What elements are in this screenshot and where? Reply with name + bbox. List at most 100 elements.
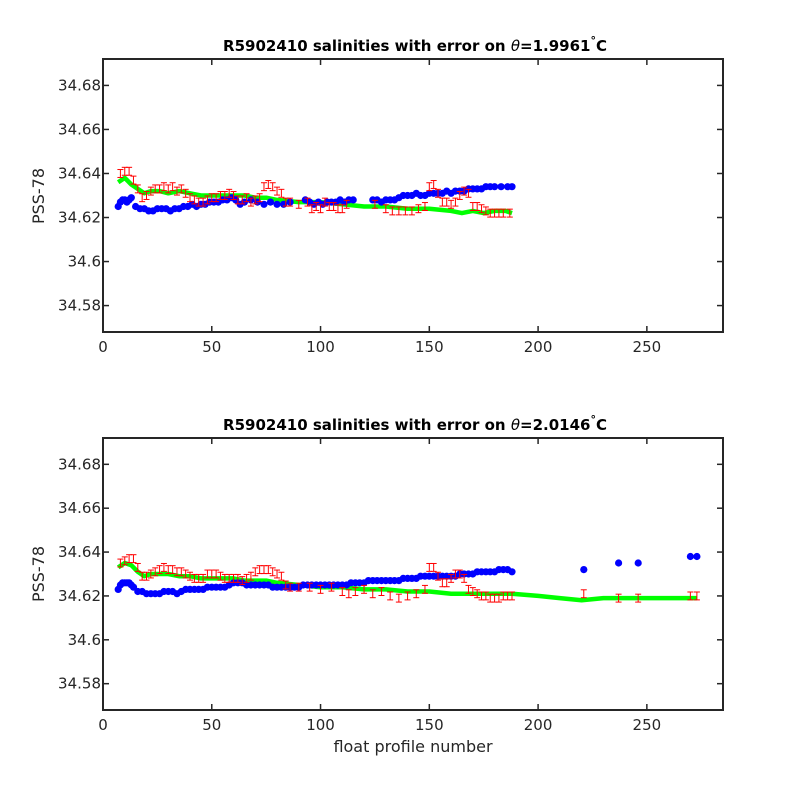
error-bar — [295, 199, 302, 209]
error-bar — [260, 182, 267, 192]
error-bar — [500, 208, 507, 218]
x-axis-label-bottom: float profile number — [333, 737, 493, 756]
chart-panel-top: R5902410 salinities with error on θ=1.99… — [29, 34, 724, 356]
error-bar — [469, 587, 476, 596]
float-point — [508, 183, 516, 191]
error-bar — [278, 188, 285, 198]
error-bar — [404, 591, 411, 601]
error-bar — [169, 565, 176, 575]
error-bar — [117, 558, 124, 568]
error-bar — [265, 565, 272, 575]
error-bar — [456, 569, 463, 579]
error-bar — [134, 562, 141, 572]
error-bar — [178, 567, 185, 577]
error-bar — [169, 182, 176, 192]
error-bar — [465, 584, 472, 594]
plot-frame-bottom — [102, 437, 724, 711]
error-bar — [160, 562, 167, 572]
error-bar — [426, 182, 433, 192]
error-bar — [580, 589, 587, 599]
error-bar — [328, 582, 335, 592]
float-point — [266, 198, 275, 206]
error-bar — [317, 584, 324, 594]
y-tick-label: 34.58 — [58, 297, 101, 315]
error-bar — [456, 191, 463, 200]
error-bar — [387, 591, 394, 601]
error-bar — [121, 166, 128, 176]
error-bar — [278, 571, 285, 581]
error-bar — [448, 573, 455, 583]
error-bar — [173, 186, 180, 196]
error-bar — [461, 186, 468, 196]
error-bar — [243, 573, 250, 583]
error-bar — [287, 197, 294, 207]
error-bar — [213, 193, 220, 203]
error-bar — [217, 571, 224, 581]
error-bar — [408, 206, 415, 216]
error-bar — [226, 188, 233, 198]
error-bar — [252, 195, 259, 205]
error-bar — [430, 562, 437, 572]
error-bar — [282, 580, 289, 590]
error-bar — [274, 569, 281, 579]
x-tick-label: 200 — [524, 338, 553, 356]
error-bar — [191, 195, 198, 205]
error-bar — [247, 197, 254, 207]
error-bar — [426, 562, 433, 572]
y-tick-label: 34.62 — [58, 209, 101, 227]
x-tick-label: 150 — [415, 716, 444, 734]
error-bar — [117, 169, 124, 178]
error-bar — [178, 184, 185, 194]
x-tick-label: 100 — [306, 716, 335, 734]
error-bar — [234, 573, 241, 583]
x-tick-label: 0 — [98, 338, 108, 356]
error-bar — [143, 571, 150, 581]
float-point — [615, 559, 623, 567]
error-bar — [352, 587, 359, 596]
error-bar — [421, 584, 428, 594]
x-tick-label: 50 — [202, 338, 221, 356]
error-bar — [687, 591, 694, 601]
x-tick-label: 150 — [415, 338, 444, 356]
error-bar — [693, 591, 700, 601]
error-bar — [482, 591, 489, 601]
error-bar — [430, 180, 437, 189]
error-bar — [413, 589, 420, 599]
error-bar — [345, 589, 352, 599]
error-bar — [421, 202, 428, 211]
x-tick-label: 0 — [98, 716, 108, 734]
x-tick-label: 250 — [633, 716, 662, 734]
error-bar — [635, 593, 642, 603]
error-bar — [274, 186, 281, 196]
error-bar — [395, 206, 402, 216]
error-bar — [295, 582, 302, 592]
x-tick-label: 100 — [306, 338, 335, 356]
error-bar — [402, 206, 409, 216]
error-bar — [343, 199, 350, 209]
float-point — [349, 196, 357, 204]
error-bar — [287, 582, 294, 592]
error-bar — [395, 593, 402, 603]
y-tick-label: 34.66 — [58, 499, 101, 517]
error-bar — [121, 556, 128, 566]
error-bar — [139, 193, 146, 203]
error-bar — [389, 206, 396, 216]
error-bar — [134, 184, 141, 194]
x-tick-label: 250 — [633, 338, 662, 356]
error-bar — [330, 202, 337, 211]
error-bar — [321, 197, 328, 207]
error-bar — [308, 204, 315, 214]
float-point — [497, 183, 505, 191]
error-bar — [415, 204, 422, 214]
error-bar — [265, 180, 272, 189]
error-bar — [147, 569, 154, 579]
float-point — [686, 552, 695, 561]
error-bar — [239, 576, 246, 586]
error-bar — [382, 204, 389, 214]
error-bar — [461, 573, 468, 583]
error-bar — [435, 188, 442, 198]
error-bar — [508, 591, 515, 601]
error-bar — [304, 197, 311, 207]
error-bar — [306, 582, 313, 592]
